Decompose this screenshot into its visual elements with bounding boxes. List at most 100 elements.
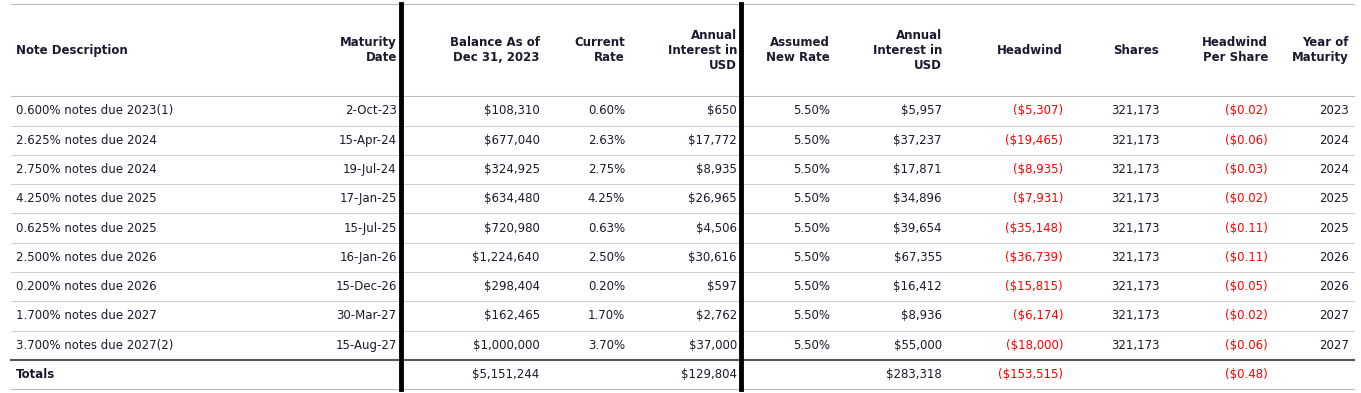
Text: 321,173: 321,173	[1111, 105, 1160, 118]
Text: $324,925: $324,925	[483, 163, 540, 176]
Text: 17-Jan-25: 17-Jan-25	[339, 192, 397, 205]
Text: 0.60%: 0.60%	[588, 105, 625, 118]
Text: $634,480: $634,480	[483, 192, 540, 205]
Text: $650: $650	[708, 105, 736, 118]
Text: Shares: Shares	[1113, 44, 1160, 57]
Text: 321,173: 321,173	[1111, 222, 1160, 235]
Text: ($35,148): ($35,148)	[1006, 222, 1063, 235]
Text: Current
Rate: Current Rate	[574, 36, 625, 64]
Text: $2,762: $2,762	[695, 309, 736, 322]
Text: $677,040: $677,040	[483, 134, 540, 147]
Text: 5.50%: 5.50%	[793, 105, 830, 118]
Text: Annual
Interest in
USD: Annual Interest in USD	[872, 29, 942, 72]
Text: Maturity
Date: Maturity Date	[340, 36, 397, 64]
Text: 5.50%: 5.50%	[793, 251, 830, 264]
Text: 2024: 2024	[1319, 163, 1349, 176]
Text: $129,804: $129,804	[680, 368, 736, 381]
Text: ($15,815): ($15,815)	[1006, 280, 1063, 293]
Text: 5.50%: 5.50%	[793, 309, 830, 322]
Text: $8,936: $8,936	[901, 309, 942, 322]
Text: ($0.06): ($0.06)	[1225, 134, 1268, 147]
Text: $597: $597	[706, 280, 736, 293]
Text: 15-Dec-26: 15-Dec-26	[335, 280, 397, 293]
Text: ($153,515): ($153,515)	[998, 368, 1063, 381]
Text: $37,000: $37,000	[689, 339, 736, 352]
Text: 2.50%: 2.50%	[588, 251, 625, 264]
Text: 3.70%: 3.70%	[588, 339, 625, 352]
Text: $55,000: $55,000	[894, 339, 942, 352]
Text: Year of
Maturity: Year of Maturity	[1292, 36, 1349, 64]
Text: $26,965: $26,965	[689, 192, 736, 205]
Text: 2025: 2025	[1319, 192, 1349, 205]
Text: $1,000,000: $1,000,000	[472, 339, 540, 352]
Text: ($0.11): ($0.11)	[1225, 251, 1268, 264]
Text: Balance As of
Dec 31, 2023: Balance As of Dec 31, 2023	[449, 36, 540, 64]
Text: 2.75%: 2.75%	[588, 163, 625, 176]
Text: 321,173: 321,173	[1111, 251, 1160, 264]
Text: ($5,307): ($5,307)	[1013, 105, 1063, 118]
Text: $108,310: $108,310	[485, 105, 540, 118]
Text: ($18,000): ($18,000)	[1006, 339, 1063, 352]
Text: $39,654: $39,654	[893, 222, 942, 235]
Text: 1.700% notes due 2027: 1.700% notes due 2027	[16, 309, 157, 322]
Text: Headwind: Headwind	[998, 44, 1063, 57]
Text: ($8,935): ($8,935)	[1013, 163, 1063, 176]
Text: 0.600% notes due 2023(1): 0.600% notes due 2023(1)	[16, 105, 174, 118]
Text: 0.200% notes due 2026: 0.200% notes due 2026	[16, 280, 157, 293]
Text: 15-Apr-24: 15-Apr-24	[339, 134, 397, 147]
Text: 321,173: 321,173	[1111, 309, 1160, 322]
Text: 4.250% notes due 2025: 4.250% notes due 2025	[16, 192, 157, 205]
Text: Assumed
New Rate: Assumed New Rate	[766, 36, 830, 64]
Text: 15-Jul-25: 15-Jul-25	[343, 222, 397, 235]
Text: $17,772: $17,772	[689, 134, 736, 147]
Text: $17,871: $17,871	[893, 163, 942, 176]
Text: 4.25%: 4.25%	[588, 192, 625, 205]
Text: Headwind
Per Share: Headwind Per Share	[1202, 36, 1268, 64]
Text: ($7,931): ($7,931)	[1013, 192, 1063, 205]
Text: 3.700% notes due 2027(2): 3.700% notes due 2027(2)	[16, 339, 174, 352]
Text: 321,173: 321,173	[1111, 134, 1160, 147]
Text: 2.500% notes due 2026: 2.500% notes due 2026	[16, 251, 157, 264]
Text: $34,896: $34,896	[893, 192, 942, 205]
Text: ($0.03): ($0.03)	[1225, 163, 1268, 176]
Text: 5.50%: 5.50%	[793, 163, 830, 176]
Text: 2027: 2027	[1319, 339, 1349, 352]
Text: ($0.02): ($0.02)	[1225, 192, 1268, 205]
Text: 2026: 2026	[1319, 251, 1349, 264]
Text: 16-Jan-26: 16-Jan-26	[339, 251, 397, 264]
Text: $8,935: $8,935	[695, 163, 736, 176]
Text: 2.750% notes due 2024: 2.750% notes due 2024	[16, 163, 157, 176]
Text: Annual
Interest in
USD: Annual Interest in USD	[667, 29, 736, 72]
Text: $1,224,640: $1,224,640	[472, 251, 540, 264]
Text: $283,318: $283,318	[886, 368, 942, 381]
Text: 321,173: 321,173	[1111, 280, 1160, 293]
Text: $162,465: $162,465	[483, 309, 540, 322]
Text: 0.625% notes due 2025: 0.625% notes due 2025	[16, 222, 157, 235]
Text: 0.63%: 0.63%	[588, 222, 625, 235]
Text: 2-Oct-23: 2-Oct-23	[344, 105, 397, 118]
Text: 0.20%: 0.20%	[588, 280, 625, 293]
Text: 321,173: 321,173	[1111, 339, 1160, 352]
Text: ($0.02): ($0.02)	[1225, 309, 1268, 322]
Text: Note Description: Note Description	[16, 44, 128, 57]
Text: ($0.06): ($0.06)	[1225, 339, 1268, 352]
Text: ($0.02): ($0.02)	[1225, 105, 1268, 118]
Text: $720,980: $720,980	[483, 222, 540, 235]
Text: $67,355: $67,355	[894, 251, 942, 264]
Text: 2026: 2026	[1319, 280, 1349, 293]
Text: 5.50%: 5.50%	[793, 222, 830, 235]
Text: ($19,465): ($19,465)	[1006, 134, 1063, 147]
Text: ($0.05): ($0.05)	[1225, 280, 1268, 293]
Text: 19-Jul-24: 19-Jul-24	[343, 163, 397, 176]
Text: ($0.48): ($0.48)	[1225, 368, 1268, 381]
Text: $16,412: $16,412	[893, 280, 942, 293]
Text: $37,237: $37,237	[893, 134, 942, 147]
Text: $5,957: $5,957	[901, 105, 942, 118]
Text: 5.50%: 5.50%	[793, 339, 830, 352]
Text: $30,616: $30,616	[689, 251, 736, 264]
Text: 5.50%: 5.50%	[793, 134, 830, 147]
Text: $4,506: $4,506	[695, 222, 736, 235]
Text: 2.625% notes due 2024: 2.625% notes due 2024	[16, 134, 158, 147]
Text: Totals: Totals	[16, 368, 56, 381]
Text: 2024: 2024	[1319, 134, 1349, 147]
